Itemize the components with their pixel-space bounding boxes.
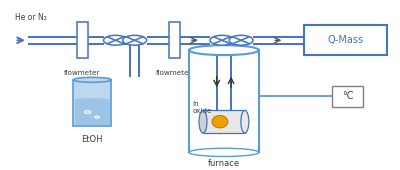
Text: EtOH: EtOH (82, 135, 103, 144)
Bar (74, 80, 111, 126)
Circle shape (123, 35, 146, 45)
Circle shape (210, 35, 234, 45)
Circle shape (229, 35, 253, 45)
Text: In
oxide: In oxide (192, 101, 212, 114)
Text: flowmeter: flowmeter (64, 70, 101, 76)
Bar (189, 50, 259, 152)
Text: Q-Mass: Q-Mass (328, 35, 364, 45)
Text: He or N₂: He or N₂ (15, 13, 46, 22)
Bar (77, 22, 88, 58)
Ellipse shape (212, 115, 228, 128)
Text: °C: °C (342, 91, 353, 101)
Text: furnace: furnace (208, 159, 240, 168)
Bar (203, 110, 245, 133)
Bar (168, 22, 180, 58)
Text: flowmeter: flowmeter (156, 70, 192, 76)
Bar (304, 26, 387, 55)
Ellipse shape (189, 148, 259, 156)
Circle shape (104, 35, 128, 45)
Bar (75, 100, 110, 125)
Ellipse shape (74, 77, 111, 82)
Ellipse shape (189, 45, 259, 55)
Ellipse shape (241, 110, 249, 133)
Bar (332, 86, 364, 107)
Ellipse shape (75, 98, 110, 102)
Ellipse shape (199, 110, 207, 133)
